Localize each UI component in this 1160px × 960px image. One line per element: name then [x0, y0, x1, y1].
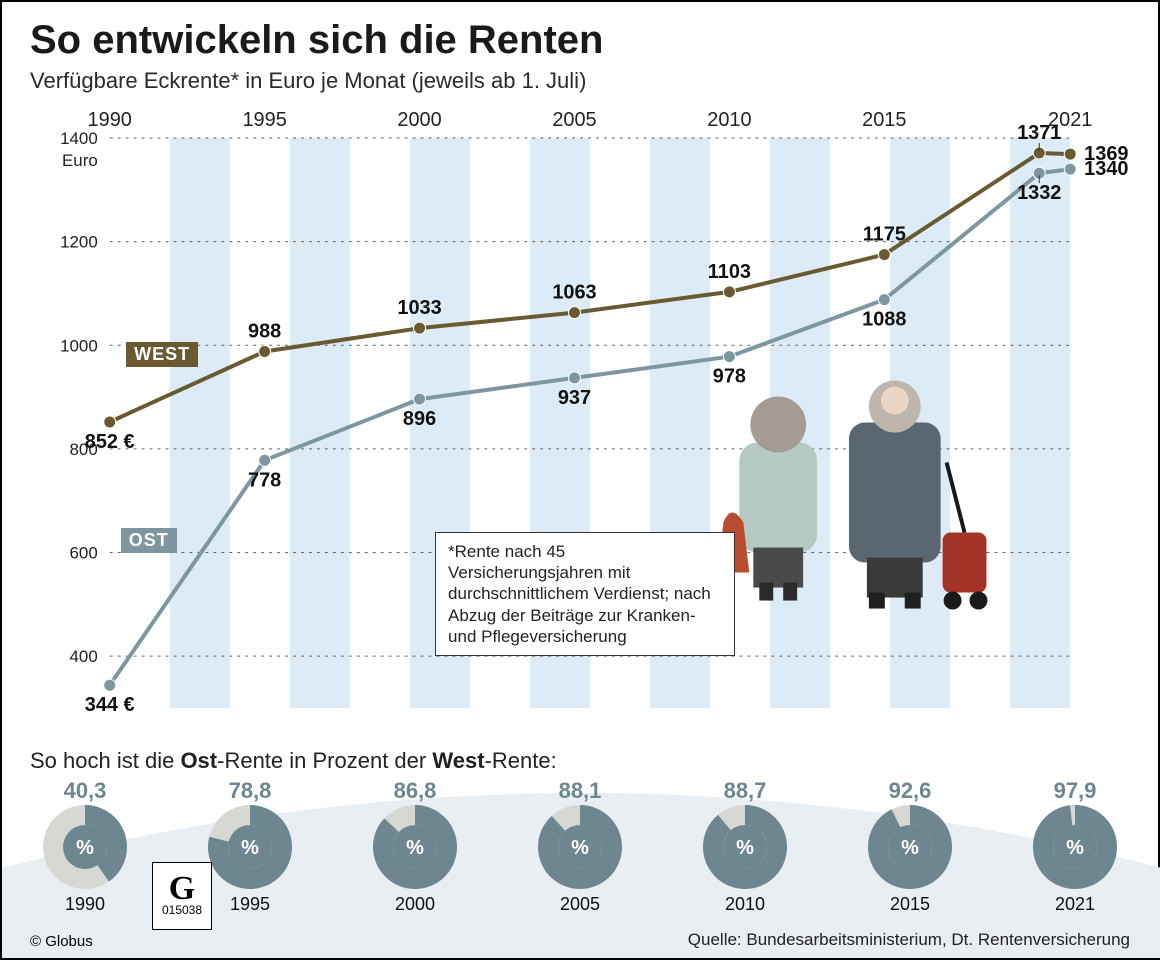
svg-text:%: % — [901, 837, 919, 859]
svg-text:%: % — [571, 837, 589, 859]
donut-value: 97,9 — [1054, 778, 1097, 804]
svg-text:344 €: 344 € — [85, 694, 135, 716]
svg-text:1033: 1033 — [397, 297, 441, 319]
donut-2015: 92,6% 2015 — [855, 778, 965, 915]
donut-year: 2021 — [1055, 894, 1095, 915]
svg-text:%: % — [1066, 837, 1084, 859]
svg-text:1088: 1088 — [862, 309, 906, 331]
source: Quelle: Bundesarbeitsministerium, Dt. Re… — [688, 930, 1130, 950]
donut-2010: 88,7% 2010 — [690, 778, 800, 915]
donut-value: 92,6 — [889, 778, 932, 804]
svg-text:937: 937 — [558, 387, 591, 409]
svg-text:1200: 1200 — [60, 233, 98, 252]
svg-text:400: 400 — [70, 647, 98, 666]
svg-text:1000: 1000 — [60, 336, 98, 355]
donut-value: 40,3 — [64, 778, 107, 804]
donut-year: 1995 — [230, 894, 270, 915]
percent-title: So hoch ist die Ost-Rente in Prozent der… — [30, 748, 557, 774]
credits: © Globus — [30, 933, 93, 950]
svg-text:1103: 1103 — [708, 261, 751, 283]
pct-b1: Ost — [180, 748, 217, 773]
svg-text:978: 978 — [713, 366, 746, 388]
globus-code: 015038 — [162, 903, 202, 917]
svg-text:896: 896 — [403, 408, 436, 430]
svg-text:1400: 1400 — [60, 129, 98, 148]
donut-year: 2005 — [560, 894, 600, 915]
pct-pre: So hoch ist die — [30, 748, 180, 773]
donut-year: 1990 — [65, 894, 105, 915]
donut-value: 88,1 — [559, 778, 602, 804]
svg-text:2000: 2000 — [397, 109, 441, 131]
svg-text:%: % — [406, 837, 424, 859]
svg-text:%: % — [241, 837, 259, 859]
donut-year: 2000 — [395, 894, 435, 915]
svg-text:988: 988 — [248, 320, 281, 342]
donut-2021: 97,9% 2021 — [1020, 778, 1130, 915]
svg-text:1995: 1995 — [242, 109, 286, 131]
svg-text:778: 778 — [248, 469, 281, 491]
svg-text:600: 600 — [70, 544, 98, 563]
svg-text:1990: 1990 — [88, 109, 132, 131]
donut-2005: 88,1% 2005 — [525, 778, 635, 915]
svg-text:1332: 1332 — [1017, 182, 1061, 204]
page-title: So entwickeln sich die Renten — [30, 18, 603, 63]
svg-text:1175: 1175 — [863, 224, 906, 246]
pct-b2: West — [432, 748, 484, 773]
donut-1990: 40,3% 1990 — [30, 778, 140, 915]
pct-mid: -Rente in Prozent der — [217, 748, 432, 773]
donut-value: 78,8 — [229, 778, 272, 804]
svg-text:852 €: 852 € — [85, 431, 135, 453]
footnote-box: *Rente nach 45 Versicherungsjahren mit d… — [435, 532, 735, 656]
svg-text:1063: 1063 — [552, 282, 596, 304]
svg-text:2005: 2005 — [552, 109, 596, 131]
svg-text:1371: 1371 — [1017, 122, 1061, 144]
pct-post: -Rente: — [485, 748, 557, 773]
donut-2000: 86,8% 2000 — [360, 778, 470, 915]
donut-year: 2010 — [725, 894, 765, 915]
svg-text:2015: 2015 — [862, 109, 906, 131]
svg-text:%: % — [76, 837, 94, 859]
donut-value: 86,8 — [394, 778, 437, 804]
svg-text:2010: 2010 — [707, 109, 751, 131]
svg-text:Euro: Euro — [62, 151, 98, 170]
svg-text:1340: 1340 — [1084, 158, 1128, 180]
donut-value: 88,7 — [724, 778, 767, 804]
svg-text:%: % — [736, 837, 754, 859]
series-badge-west: WEST — [126, 342, 198, 367]
globus-id-box: G 015038 — [152, 862, 212, 930]
series-badge-ost: OST — [121, 528, 177, 553]
donut-year: 2015 — [890, 894, 930, 915]
globus-g-icon: G — [169, 875, 195, 902]
page-subtitle: Verfügbare Eckrente* in Euro je Monat (j… — [30, 68, 586, 94]
